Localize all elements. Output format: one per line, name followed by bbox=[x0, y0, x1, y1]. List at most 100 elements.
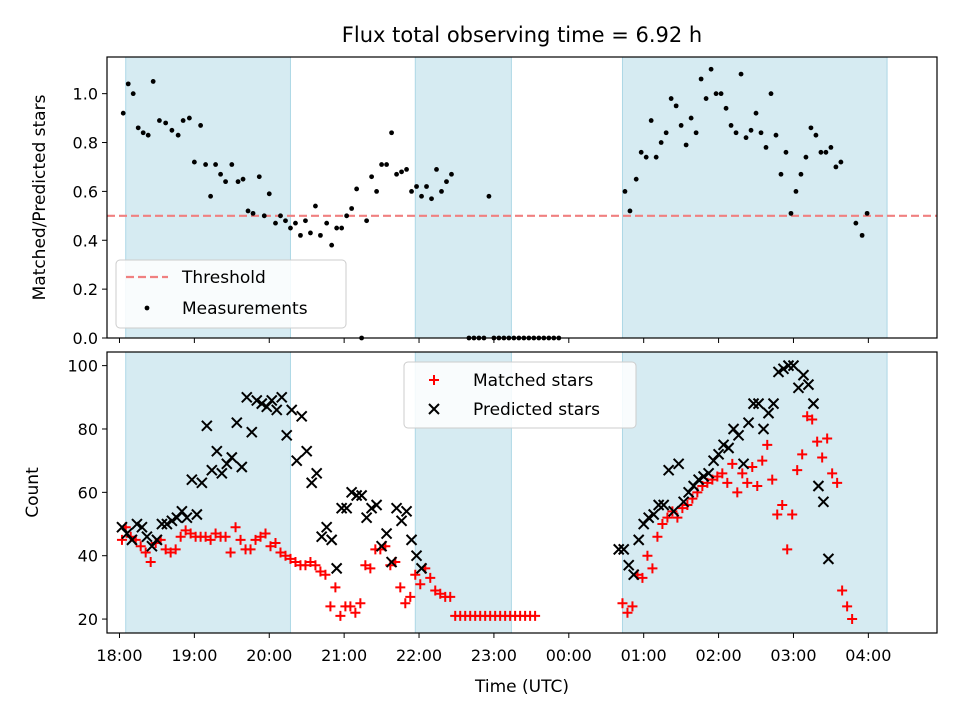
measurement-point bbox=[838, 159, 844, 165]
matched-point bbox=[642, 550, 653, 561]
matched-point bbox=[757, 455, 768, 466]
matched-point bbox=[245, 544, 256, 555]
x-tick-label: 02:00 bbox=[696, 646, 742, 665]
predicted-point bbox=[136, 521, 148, 533]
y-tick-label: 0.0 bbox=[73, 329, 98, 348]
measurement-point bbox=[859, 232, 865, 238]
x-tick-label: 01:00 bbox=[621, 646, 667, 665]
matched-point bbox=[622, 607, 633, 618]
predicted-point bbox=[166, 515, 178, 527]
matched-point bbox=[345, 601, 356, 612]
measurement-point bbox=[240, 176, 246, 182]
predicted-point bbox=[747, 397, 760, 410]
predicted-point bbox=[702, 467, 715, 480]
matched-point bbox=[135, 541, 146, 552]
y-tick-label: 100 bbox=[67, 357, 98, 376]
matched-point bbox=[817, 452, 828, 463]
measurement-point bbox=[693, 130, 699, 136]
matched-point bbox=[530, 610, 541, 621]
matched-point bbox=[335, 610, 346, 621]
predicted-point bbox=[310, 467, 323, 480]
measurement-point bbox=[768, 91, 774, 97]
matched-point bbox=[405, 591, 416, 602]
predicted-point bbox=[196, 477, 208, 489]
measurement-point bbox=[798, 171, 804, 177]
matched-point bbox=[225, 547, 236, 558]
measurement-point bbox=[718, 91, 724, 97]
predicted-point bbox=[295, 410, 308, 423]
measurement-point bbox=[434, 167, 439, 172]
predicted-point bbox=[365, 502, 378, 514]
measurement-point bbox=[622, 188, 628, 194]
predicted-point bbox=[697, 470, 710, 483]
legend-predicted-label: Predicted stars bbox=[473, 400, 600, 420]
matched-point bbox=[717, 468, 728, 479]
x-tick-label: 22:00 bbox=[396, 646, 442, 665]
matched-point bbox=[445, 591, 456, 602]
measurement-point bbox=[833, 164, 839, 170]
measurement-point bbox=[313, 203, 318, 209]
observing-interval bbox=[125, 351, 291, 634]
predicted-point bbox=[405, 534, 418, 546]
measurement-point bbox=[419, 193, 424, 199]
y-tick-label: 0.4 bbox=[73, 231, 98, 250]
predicted-point bbox=[717, 439, 730, 451]
y-tick-label: 1.0 bbox=[73, 85, 98, 104]
measurement-point bbox=[627, 208, 633, 214]
measurement-point bbox=[783, 149, 789, 155]
matched-point bbox=[727, 458, 738, 469]
predicted-point bbox=[632, 534, 645, 546]
predicted-point bbox=[672, 458, 685, 470]
measurement-point bbox=[803, 154, 809, 160]
measurement-point bbox=[414, 184, 419, 189]
measurement-point bbox=[648, 118, 654, 123]
predicted-point bbox=[410, 549, 423, 562]
predicted-point bbox=[732, 429, 745, 442]
predicted-point bbox=[817, 496, 830, 508]
axes-frame bbox=[106, 56, 938, 339]
predicted-point bbox=[281, 429, 293, 442]
measurement-point bbox=[303, 218, 308, 224]
observing-interval bbox=[621, 56, 888, 339]
predicted-point bbox=[305, 477, 318, 489]
matched-point bbox=[842, 601, 853, 612]
predicted-point bbox=[415, 562, 428, 575]
measurement-point bbox=[708, 66, 714, 72]
matched-point bbox=[220, 531, 231, 542]
predicted-point bbox=[623, 559, 635, 571]
matched-point bbox=[752, 481, 763, 492]
predicted-point bbox=[216, 467, 228, 480]
legend-threshold-label: Threshold bbox=[181, 268, 266, 288]
predicted-point bbox=[822, 553, 835, 565]
matched-point bbox=[637, 572, 648, 583]
predicted-point bbox=[777, 363, 790, 375]
matched-point bbox=[230, 522, 241, 533]
measurement-point bbox=[198, 123, 204, 128]
y-tick-label: 0.8 bbox=[73, 134, 98, 153]
matched-point bbox=[792, 465, 803, 476]
measurement-point bbox=[180, 118, 186, 123]
measurement-point bbox=[344, 213, 350, 219]
predicted-point bbox=[737, 458, 750, 470]
predicted-point bbox=[613, 543, 625, 556]
measurement-point bbox=[658, 140, 664, 145]
matched-point bbox=[235, 534, 246, 545]
predicted-point bbox=[181, 511, 193, 524]
measurement-point bbox=[394, 171, 399, 177]
matched-point bbox=[647, 563, 658, 574]
matched-point bbox=[320, 569, 331, 580]
predicted-point bbox=[812, 480, 825, 492]
matched-point bbox=[425, 572, 436, 583]
predicted-point bbox=[350, 489, 363, 502]
figure-title: Flux total observing time = 6.92 h bbox=[342, 23, 702, 47]
measurement-point bbox=[145, 132, 151, 138]
y-tick-label: 20 bbox=[78, 610, 98, 629]
matched-point bbox=[116, 534, 127, 545]
measurement-point bbox=[778, 171, 784, 177]
measurement-point bbox=[444, 179, 449, 185]
predicted-point bbox=[677, 496, 690, 508]
predicted-point bbox=[211, 445, 223, 457]
measurement-point bbox=[723, 105, 729, 111]
measurement-point bbox=[424, 184, 429, 189]
